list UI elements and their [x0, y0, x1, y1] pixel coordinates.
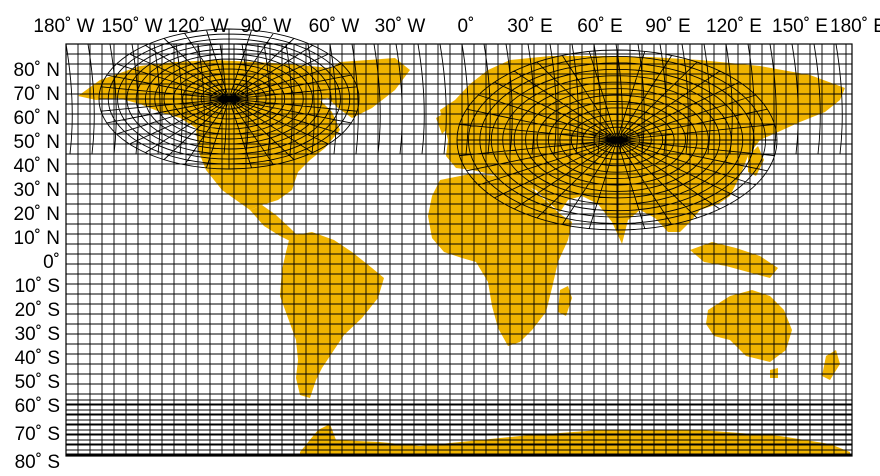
lon-label: 90˚ E	[645, 16, 690, 37]
grid-polar-parallels	[66, 399, 852, 456]
lat-label: 20˚ N	[14, 204, 60, 225]
lon-label: 120˚ W	[167, 16, 228, 37]
lon-label: 180˚ E	[830, 16, 880, 37]
land-new-zealand	[822, 350, 840, 380]
latitude-labels: 80˚ N 70˚ N 60˚ N 50˚ N 40˚ N 30˚ N 20˚ N 10˚ N…	[14, 60, 60, 473]
lat-label: 60˚ S	[15, 396, 60, 417]
land-australia	[706, 290, 792, 362]
grid-arching-meridians	[65, 43, 843, 155]
lat-label: 30˚ S	[15, 324, 60, 345]
land-north-america	[78, 60, 345, 210]
lon-label: 90˚ W	[241, 16, 292, 37]
lat-label: 80˚ N	[14, 60, 60, 81]
lat-label: 40˚ S	[15, 348, 60, 369]
lon-label: 0˚	[458, 16, 475, 37]
lat-label: 70˚ S	[15, 424, 60, 445]
lat-label: 10˚ S	[15, 276, 60, 297]
lon-label: 180˚ W	[33, 16, 94, 37]
lat-label: 30˚ N	[14, 180, 60, 201]
longitude-labels: 180˚ W 150˚ W 120˚ W 90˚ W 60˚ W 30˚ W 0˚ 30˚ E…	[33, 16, 880, 37]
lon-label: 120˚ E	[706, 16, 762, 37]
lat-label: 60˚ N	[14, 108, 60, 129]
grid-lines	[65, 28, 853, 457]
land-madagascar	[558, 286, 572, 316]
lon-label: 60˚ W	[309, 16, 360, 37]
lon-label: 150˚ E	[772, 16, 828, 37]
lon-label: 150˚ W	[101, 16, 162, 37]
lat-label: 50˚ S	[15, 372, 60, 393]
grid-pole-north-america	[98, 28, 360, 170]
land-south-america	[280, 232, 384, 398]
lon-label: 30˚ W	[375, 16, 426, 37]
land-africa	[428, 174, 572, 346]
lon-label: 30˚ E	[507, 16, 552, 37]
lon-label: 60˚ E	[577, 16, 622, 37]
lat-label: 0˚	[43, 252, 60, 273]
lat-label: 10˚ N	[14, 228, 60, 249]
land-se-asia-islands	[690, 242, 778, 278]
lat-label: 70˚ N	[14, 84, 60, 105]
lat-label: 40˚ N	[14, 156, 60, 177]
map-frame	[65, 43, 853, 457]
lat-label: 50˚ N	[14, 132, 60, 153]
lat-label: 20˚ S	[15, 300, 60, 321]
lat-label: 80˚ S	[15, 452, 60, 473]
grid-pole-siberia	[456, 49, 778, 231]
